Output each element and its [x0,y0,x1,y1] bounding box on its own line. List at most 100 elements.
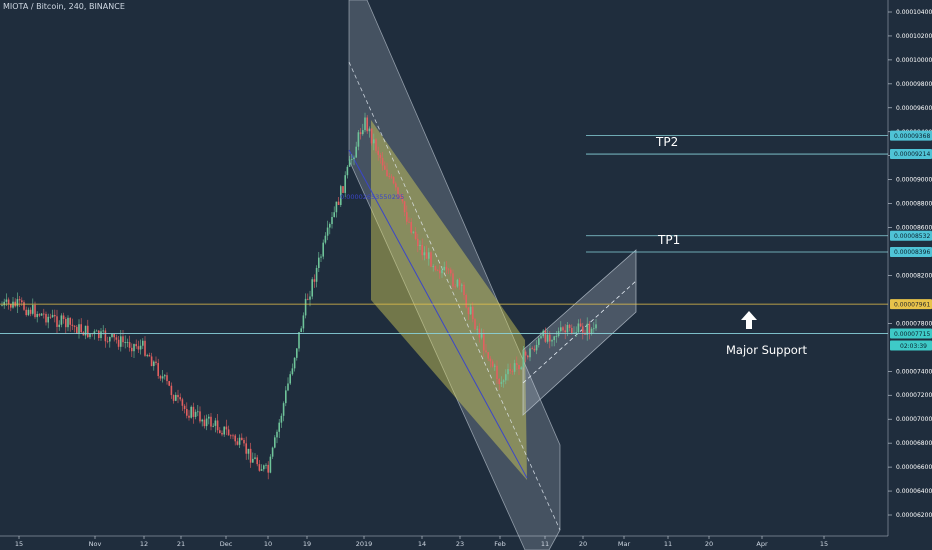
candle-body [375,139,377,151]
candle-body [516,363,518,365]
candle-body [348,159,351,167]
candle-body [483,333,485,351]
candle-body [346,166,349,176]
candle-body [566,324,569,333]
candle-body [296,348,298,358]
candle-body [29,309,32,314]
candle-body [177,394,179,398]
candle-body [243,439,245,444]
candle-body [540,336,542,339]
candle-body [241,437,243,440]
candle-body [128,342,131,348]
time-badge-label: 02:03:39 [900,343,927,350]
candle-body [280,415,283,423]
candle-body [302,315,305,329]
y-tick-label: 0.00009000 [896,177,932,184]
y-tick-label: 0.00006800 [896,440,932,447]
candle-body [337,201,340,205]
candle-body [450,269,452,274]
candle-body [179,397,181,400]
candle-body [150,356,153,367]
candle-body [263,465,265,470]
candle-body [276,431,278,438]
candle-body [274,437,276,448]
price-badge-label: 0.00007715 [894,331,930,338]
x-tick-label: 11 [664,540,672,548]
candle-body [445,266,448,270]
candle-body [194,411,197,417]
candle-body [122,336,124,343]
tp1-label: TP1 [657,233,680,247]
candle-body [329,224,331,228]
candle-body [27,309,30,316]
y-tick-label: 0.00006200 [896,512,932,519]
candle-body [538,338,540,345]
candle-body [25,309,27,316]
candle-body [357,132,360,147]
candle-body [113,333,115,338]
candle-body [181,399,184,406]
candle-body [287,383,289,391]
candle-body [342,186,344,193]
candle-body [271,447,274,457]
candle-body [40,313,43,316]
candle-body [368,128,371,132]
candle-body [76,326,78,334]
price-badge [890,328,932,339]
candle-body [351,159,353,160]
major-support-label: Major Support [726,343,808,357]
candle-body [522,351,525,368]
candle-body [395,183,397,188]
candle-body [203,419,206,427]
candle-body [230,435,232,437]
candle-body [315,267,318,282]
candle-body [588,323,591,334]
candle-body [322,242,324,257]
candle-body [205,418,208,427]
candle-body [593,328,595,330]
candle-body [164,375,166,377]
y-tick-label: 0.00008200 [896,272,932,279]
candle-body [406,212,408,222]
candle-body [47,316,49,323]
candle-body [265,464,267,466]
price-badge [890,149,932,160]
candle-body [124,342,126,343]
candle-body [463,284,465,296]
candle-body [386,169,388,177]
candle-body [555,336,558,337]
candle-body [423,252,426,256]
x-tick-label: 10 [264,540,272,548]
candle-body [546,334,549,342]
price-badge [890,130,932,141]
candle-body [476,328,478,330]
y-tick-label: 0.00008600 [896,225,932,232]
candle-body [269,456,272,473]
candle-body [7,299,10,305]
candle-body [1,305,3,307]
candle-body [190,406,192,418]
x-tick-label: 23 [456,540,464,548]
candle-body [509,369,511,372]
candle-body [153,361,155,367]
candle-body [595,324,597,329]
candle-body [388,176,390,177]
candle-body [32,304,34,314]
y-tick-label: 0.00006600 [896,464,932,471]
candle-body [291,368,294,375]
candle-body [582,326,584,333]
candle-body [120,336,122,347]
candle-body [56,316,58,327]
candle-body [144,340,146,356]
candle-body [410,222,412,233]
candle-body [300,328,302,333]
candle-body [256,457,258,465]
candle-body [142,340,144,346]
time-badge [890,340,932,351]
x-tick-label: 15 [15,540,23,548]
candle-body [579,323,582,327]
price-badge [890,299,932,310]
candle-body [104,330,107,342]
candle-body [278,422,280,432]
